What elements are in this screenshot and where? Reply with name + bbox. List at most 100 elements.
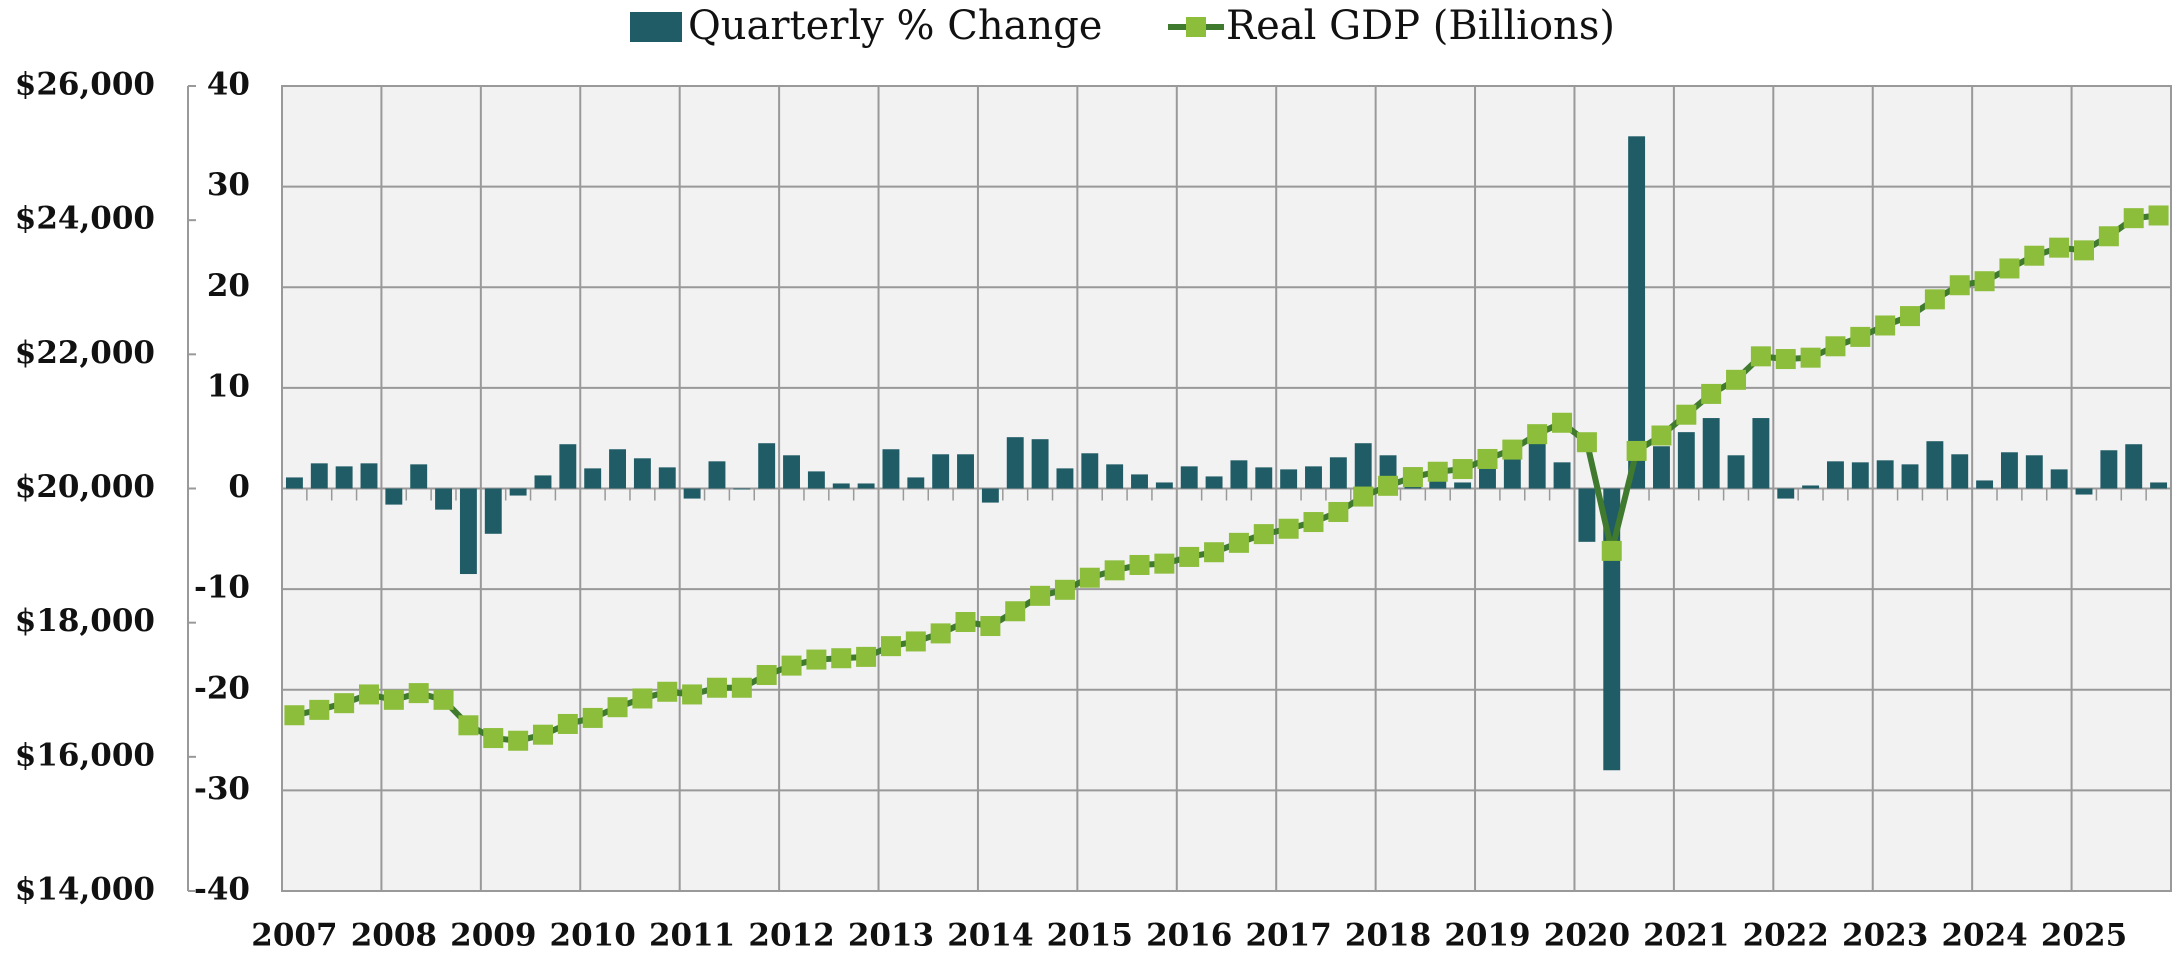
bar (1926, 441, 1944, 489)
line-marker (358, 684, 379, 705)
bar (1180, 466, 1198, 489)
line-marker (1204, 542, 1225, 563)
line-marker (309, 699, 330, 720)
line-marker (980, 616, 1001, 637)
legend-label: Real GDP (Billions) (1226, 3, 1615, 49)
line-marker (1775, 349, 1796, 370)
bar (2150, 482, 2168, 489)
bar (1305, 466, 1322, 489)
x-tick-label: 2011 (649, 918, 735, 954)
line-marker (1825, 336, 1846, 357)
y2-tick-label: $20,000 (15, 469, 155, 505)
bar (1454, 482, 1472, 489)
line-marker (1750, 346, 1771, 367)
line-marker (334, 693, 355, 714)
line-marker (806, 649, 827, 670)
line-marker (1651, 425, 1672, 446)
y2-tick-label: $24,000 (15, 201, 155, 237)
bar (1230, 460, 1248, 489)
bar (1901, 464, 1919, 489)
bar (285, 477, 303, 489)
x-tick-label: 2024 (1941, 918, 2027, 954)
bar (1429, 478, 1447, 489)
bar (2125, 444, 2143, 489)
bar (609, 449, 626, 489)
line-marker (1676, 404, 1697, 425)
bar (1056, 468, 1074, 489)
line-marker (682, 684, 703, 705)
line-marker (1179, 546, 1200, 567)
line-marker (582, 707, 603, 728)
bar (1752, 418, 1770, 489)
line-marker (1378, 475, 1399, 496)
bar (1628, 136, 1646, 489)
x-tick-label: 2007 (251, 918, 337, 954)
line-marker (2123, 208, 2144, 229)
line-marker (955, 611, 976, 632)
x-tick-label: 2014 (947, 918, 1033, 954)
bar (2075, 488, 2093, 495)
bar (410, 464, 428, 489)
bar (435, 488, 453, 510)
line-marker (1552, 412, 1573, 433)
bar (957, 454, 974, 489)
legend-marker (1186, 17, 1206, 37)
bar (584, 468, 602, 489)
bar (1329, 457, 1347, 489)
line-marker (433, 689, 454, 710)
line-marker (1129, 554, 1150, 575)
line-marker (1005, 601, 1026, 622)
x-tick-label: 2020 (1544, 918, 1630, 954)
bar (1876, 460, 1894, 489)
x-tick-label: 2023 (1842, 918, 1928, 954)
bar (1031, 439, 1049, 489)
bar (509, 488, 527, 496)
bar (857, 483, 875, 489)
line-marker (1502, 439, 1523, 460)
x-tick-label: 2018 (1345, 918, 1431, 954)
line-marker (532, 724, 553, 745)
bar (1006, 437, 1024, 489)
line-marker (2024, 245, 2045, 266)
bar (1081, 453, 1099, 489)
x-tick-label: 2022 (1743, 918, 1829, 954)
line-marker (657, 681, 678, 702)
line-marker (1999, 258, 2020, 279)
line-marker (1576, 432, 1597, 453)
x-tick-label: 2016 (1146, 918, 1232, 954)
bar (907, 477, 925, 489)
bar (2000, 452, 2018, 489)
x-tick-label: 2009 (450, 918, 536, 954)
y2-tick-label: $14,000 (15, 872, 155, 908)
line-marker (1900, 306, 1921, 327)
bar (1653, 446, 1670, 489)
bar (932, 454, 950, 489)
y-tick-label: -30 (194, 771, 250, 807)
line-marker (1701, 383, 1722, 404)
line-marker (1924, 289, 1945, 310)
legend-label: Quarterly % Change (688, 3, 1102, 49)
bar (1503, 454, 1521, 489)
x-tick-label: 2010 (550, 918, 636, 954)
line-marker (483, 728, 504, 749)
bar (882, 449, 900, 489)
line-marker (756, 664, 777, 685)
y-tick-label: -40 (194, 872, 250, 908)
line-marker (905, 631, 926, 652)
bar (633, 458, 651, 489)
bar (1802, 485, 1820, 489)
line-marker (632, 688, 653, 709)
line-marker (1726, 369, 1747, 390)
line-marker (1104, 560, 1125, 581)
bar (1106, 464, 1124, 489)
line-marker (1030, 585, 1051, 606)
bar (683, 488, 701, 499)
line-marker (1353, 486, 1374, 507)
line-marker (880, 636, 901, 657)
line-marker (2049, 237, 2070, 258)
line-marker (607, 697, 628, 718)
line-marker (1527, 424, 1548, 445)
bar (459, 488, 477, 575)
x-tick-label: 2019 (1444, 918, 1530, 954)
line-marker (1427, 461, 1448, 482)
